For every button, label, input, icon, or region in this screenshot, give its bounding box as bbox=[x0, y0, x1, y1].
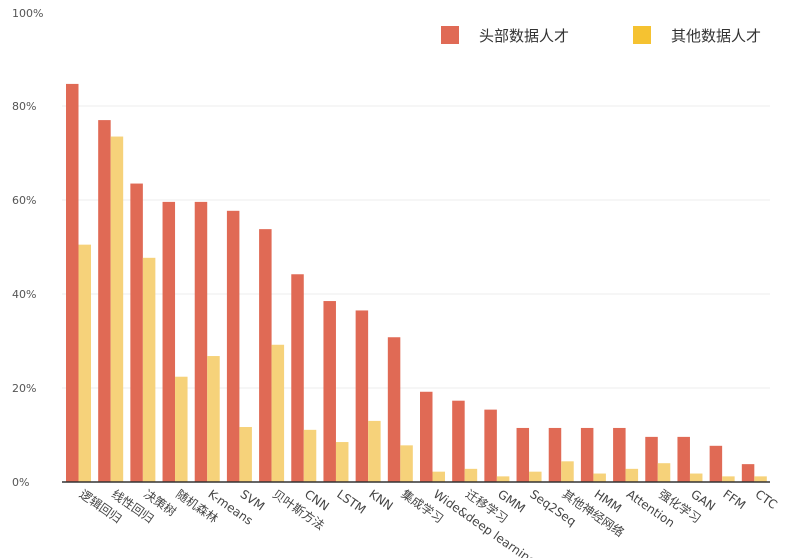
bar-other-talent bbox=[657, 463, 671, 482]
y-tick-label: 80% bbox=[12, 100, 36, 113]
bar-other-talent bbox=[754, 476, 767, 482]
bar-top-talent bbox=[709, 445, 723, 482]
x-category-label: LSTM bbox=[334, 487, 368, 517]
y-tick-label: 20% bbox=[12, 382, 36, 395]
bar-top-talent bbox=[452, 400, 465, 482]
bar-top-talent bbox=[613, 427, 626, 482]
bar-other-talent bbox=[561, 461, 574, 482]
bar-other-talent bbox=[207, 356, 220, 482]
bar-other-talent bbox=[496, 476, 510, 482]
bar-other-talent bbox=[529, 471, 542, 482]
x-category-label: KNN bbox=[366, 487, 395, 513]
bar-other-talent bbox=[239, 427, 252, 482]
legend-swatch bbox=[633, 26, 651, 44]
bar-top-talent bbox=[741, 464, 755, 482]
bar-top-talent bbox=[355, 310, 369, 482]
bar-other-talent bbox=[722, 476, 735, 482]
legend-swatch bbox=[441, 26, 459, 44]
bar-top-talent bbox=[226, 210, 240, 482]
bar-other-talent bbox=[335, 442, 349, 482]
bar-top-talent bbox=[484, 409, 497, 482]
bar-top-talent bbox=[130, 183, 143, 483]
bar-other-talent bbox=[78, 244, 91, 482]
bar-top-talent bbox=[645, 436, 658, 482]
legend: 头部数据人才 其他数据人才 bbox=[441, 26, 761, 45]
bar-other-talent bbox=[110, 136, 124, 483]
bar-other-talent bbox=[464, 468, 478, 482]
bar-other-talent bbox=[400, 445, 413, 482]
y-tick-label: 40% bbox=[12, 288, 36, 301]
legend-label: 头部数据人才 bbox=[479, 27, 569, 45]
y-tick-label: 0% bbox=[12, 476, 29, 489]
bar-other-talent bbox=[271, 344, 285, 482]
bar-top-talent bbox=[677, 436, 690, 482]
bar-top-talent bbox=[162, 201, 176, 482]
bars-layer bbox=[66, 83, 767, 483]
legend-label: 其他数据人才 bbox=[671, 27, 761, 45]
bar-top-talent bbox=[323, 301, 336, 482]
y-tick-label: 100% bbox=[12, 7, 43, 20]
bar-other-talent bbox=[303, 429, 317, 482]
bar-other-talent bbox=[689, 473, 703, 482]
bar-other-talent bbox=[432, 471, 445, 482]
bar-top-talent bbox=[291, 274, 304, 482]
grid-layer bbox=[62, 105, 770, 389]
x-category-label: CTC bbox=[753, 487, 780, 512]
bar-other-talent bbox=[625, 468, 639, 482]
bar-other-talent bbox=[368, 420, 381, 482]
bar-top-talent bbox=[516, 427, 530, 482]
x-category-label: FFM bbox=[720, 487, 748, 512]
bar-top-talent bbox=[387, 337, 401, 482]
bar-top-talent bbox=[580, 427, 594, 482]
bar-other-talent bbox=[175, 376, 188, 482]
bar-top-talent bbox=[66, 83, 79, 482]
bar-top-talent bbox=[194, 201, 208, 482]
bar-top-talent bbox=[259, 229, 272, 482]
bar-other-talent bbox=[593, 473, 606, 482]
bar-other-talent bbox=[142, 257, 156, 482]
y-tick-label: 60% bbox=[12, 194, 36, 207]
bar-top-talent bbox=[98, 120, 111, 482]
bar-top-talent bbox=[548, 427, 562, 482]
bar-top-talent bbox=[420, 391, 433, 482]
